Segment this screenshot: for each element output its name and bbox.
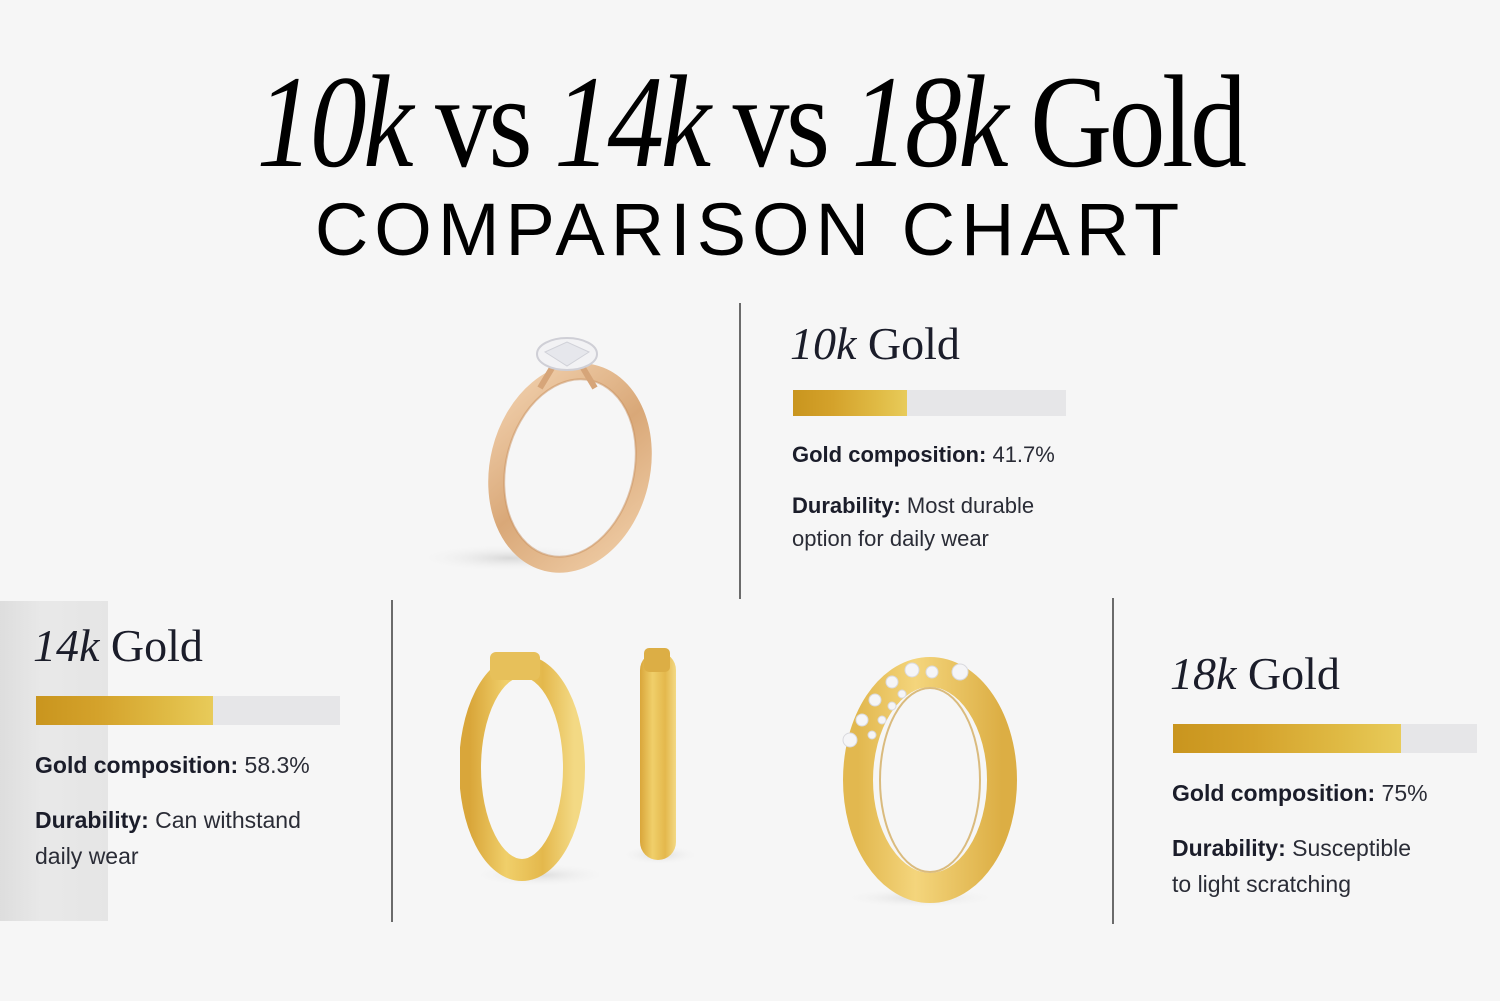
background-shade-panel (0, 601, 108, 921)
card-10k: 10k Gold Gold composition: 41.7% Durabil… (790, 318, 1080, 555)
title-vs-2: vs (732, 48, 831, 195)
solitaire-ring-image (390, 318, 700, 588)
divider-top (739, 303, 741, 599)
composition-bar-fill-10k (793, 390, 907, 416)
title-18k: 18k (851, 48, 1009, 195)
chart-title: 10k vs 14k vs 18k Gold (105, 52, 1395, 192)
hoop-earrings-image (459, 640, 710, 910)
card-14k: 14k Gold Gold composition: 58.3% Durabil… (33, 620, 373, 874)
title-gold: Gold (1030, 48, 1247, 195)
diamond-ring-icon (840, 657, 1017, 908)
composition-bar-fill-14k (36, 696, 214, 725)
durability-stat-18k: Durability: Susceptible to light scratch… (1172, 835, 1412, 897)
chart-subtitle: COMPARISON CHART (314, 188, 1186, 271)
composition-stat-10k: Gold composition: 41.7% (792, 442, 1055, 467)
durability-stat-10k: Durability: Most durable option for dail… (792, 493, 1035, 551)
diamond-ring-image (820, 640, 1020, 915)
composition-stat-14k: Gold composition: 58.3% (35, 752, 310, 778)
composition-stat-18k: Gold composition: 75% (1172, 780, 1428, 806)
card-title-10k: 10k Gold (790, 318, 960, 369)
hoop-earrings-icon (459, 648, 700, 887)
divider-bottom-left (391, 600, 393, 922)
composition-bar-fill-18k (1173, 724, 1401, 753)
card-18k: 18k Gold Gold composition: 75% Durabilit… (1170, 648, 1490, 902)
divider-bottom-right (1112, 598, 1114, 924)
composition-bar-14k (36, 696, 340, 725)
solitaire-ring-icon (415, 337, 652, 573)
durability-stat-14k: Durability: Can withstand daily wear (35, 807, 301, 869)
card-title-18k: 18k Gold (1170, 648, 1340, 699)
composition-bar-10k (793, 390, 1066, 416)
composition-bar-18k (1173, 724, 1477, 753)
title-10k: 10k (256, 48, 414, 195)
title-14k: 14k (554, 48, 711, 195)
title-vs-1: vs (435, 48, 533, 195)
card-title-14k: 14k Gold (33, 620, 203, 671)
